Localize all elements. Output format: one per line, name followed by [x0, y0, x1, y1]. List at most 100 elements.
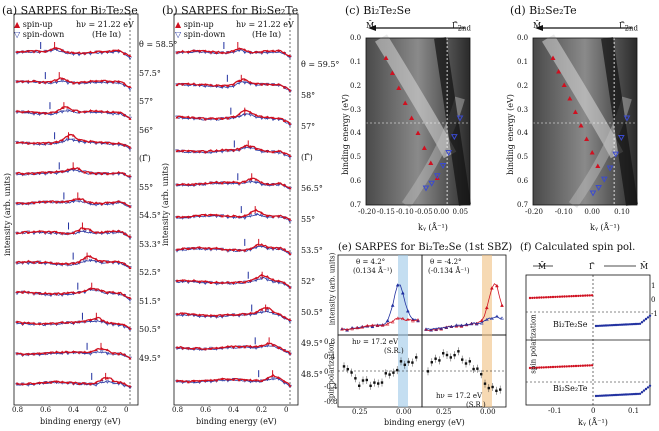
panel-a-up-marker	[117, 322, 121, 326]
panel-a-down-marker	[65, 81, 70, 86]
panel-b-up-marker	[260, 379, 264, 383]
panel-b-up-marker	[198, 83, 202, 86]
panel-a-down-marker	[82, 229, 87, 234]
panel-f-bottom-blue-dot	[624, 393, 628, 396]
panel-c-blue-marker	[422, 185, 430, 192]
panel-c-ytick: 0.7	[350, 201, 362, 209]
panel-b-angle-label: 58°	[301, 91, 316, 100]
panel-a-up-marker	[26, 259, 30, 263]
panel-d-title: (d) Bi₂Se₂Te	[510, 4, 577, 17]
panel-a-up-marker	[66, 232, 70, 235]
panel-d-xtick: -0.10	[554, 208, 573, 216]
panel-f-bottom-blue-dot	[648, 384, 652, 387]
panel-a-up-marker	[111, 290, 115, 294]
panel-a-up-marker	[21, 290, 25, 294]
gamma-sub: 2nd	[457, 24, 472, 33]
panel-a-up-marker	[60, 231, 64, 235]
panel-e-shade-left	[398, 255, 408, 407]
panel-b-up-marker	[260, 344, 264, 347]
panel-b-up-marker	[232, 82, 235, 86]
panel-a-up-marker	[38, 200, 42, 204]
panel-b-up-marker	[175, 50, 179, 54]
panel-a-up-marker	[111, 80, 115, 84]
panel-a-up-marker	[26, 321, 30, 324]
panel-a-up-marker	[100, 140, 104, 144]
panel-a-up-marker	[66, 321, 70, 324]
panel-a-up-marker	[100, 109, 104, 113]
panel-f-xtick: 0	[591, 407, 596, 415]
panel-b-up-marker	[232, 313, 235, 317]
panel-a-xtick: 0.6	[40, 406, 52, 414]
panel-f-top-blue-dot	[646, 316, 650, 319]
panel-a-up-marker	[55, 292, 59, 296]
panel-a-up-marker	[60, 170, 64, 173]
panel-f-bottom-blue-dot	[594, 394, 598, 398]
panel-b-up-marker	[198, 214, 202, 218]
panel-a-up-marker	[128, 145, 132, 149]
panel-a-up-marker	[105, 141, 109, 145]
panel-f-bottom-blue-dot	[608, 394, 612, 397]
panel-d-blue-marker	[600, 176, 608, 183]
panel-a-up-marker	[72, 350, 75, 353]
panel-f-bottom-blue-dot	[606, 394, 610, 397]
panel-f-bottom-blue-dot	[642, 389, 646, 392]
panel-b-up-marker	[209, 83, 213, 87]
panel-f-bottom-red-dot	[540, 366, 543, 369]
panel-a-ylabel: intensity (arb. units)	[2, 173, 12, 256]
panel-b-up-marker	[192, 214, 196, 217]
panel-a-up-marker	[100, 172, 104, 176]
panel-f-ytick-top: -1	[651, 310, 658, 318]
panel-f-top-red-dot	[586, 294, 589, 297]
panel-f-top-blue-dot	[642, 319, 646, 322]
panel-b-up-marker	[198, 49, 202, 53]
panel-f-bottom-blue-dot	[612, 393, 616, 397]
panel-b-up-marker	[288, 88, 292, 92]
gamma-label: Γ̄	[452, 21, 458, 30]
panel-a-up-marker	[100, 79, 104, 83]
panel-b-legend-down: ▽ spin-down	[175, 30, 225, 39]
panel-a-up-marker	[60, 77, 64, 80]
panel-a-up-marker	[83, 256, 87, 260]
panel-a-up-marker	[21, 110, 25, 114]
panel-b-up-marker	[181, 149, 185, 153]
panel-a-up-marker	[49, 380, 53, 384]
panel-a-up-marker	[83, 139, 87, 143]
panel-b-up-marker	[248, 177, 252, 181]
panel-a-up-marker	[21, 353, 25, 356]
panel-a-up-marker	[72, 381, 75, 385]
panel-a-up-marker	[83, 319, 87, 323]
panel-b-angle-label: 50.5°	[301, 308, 323, 317]
panel-a-up-marker	[122, 113, 126, 117]
panel-a-up-marker	[128, 54, 132, 58]
panel-a-up-marker	[77, 350, 81, 354]
panel-a-up-marker	[77, 260, 81, 264]
panel-f-bottom-blue-dot	[632, 392, 636, 396]
panel-e-left-theta: θ = 4.2°	[356, 258, 386, 266]
panel-d-band-upper	[542, 34, 624, 159]
panel-b-up-marker	[277, 49, 281, 52]
panel-f-top-blue-dot	[598, 324, 602, 327]
panel-a-up-marker	[105, 376, 109, 380]
panel-e-ytick: 0	[324, 368, 329, 376]
panel-b-angle-label: 48.5°	[301, 370, 323, 379]
panel-c-blue-marker	[433, 173, 441, 180]
panel-d-red-marker	[561, 82, 567, 87]
panel-b-up-marker	[232, 248, 235, 252]
panel-a-angle-label: 56°	[139, 125, 154, 135]
panel-a-up-marker	[100, 259, 104, 263]
panel-a-up-marker	[105, 291, 109, 294]
panel-a-up-marker	[32, 382, 36, 386]
panel-f-bottom-blue-dot	[598, 394, 602, 397]
panel-b-up-marker	[260, 211, 264, 215]
panel-f-bottom-blue-dot	[626, 393, 630, 396]
panel-b-up-marker	[243, 345, 247, 349]
panel-b-up-marker	[232, 180, 235, 184]
panel-a-up-marker	[15, 381, 19, 385]
panel-a-up-marker	[94, 257, 98, 261]
panel-e-xlabel: binding energy (eV)	[384, 418, 465, 427]
panel-a-up-marker	[88, 50, 92, 54]
panel-c-blue-marker	[456, 115, 464, 122]
panel-b-up-marker	[282, 51, 286, 54]
panel-b-up-marker	[282, 281, 286, 284]
panel-f-top-red-dot	[590, 294, 594, 297]
